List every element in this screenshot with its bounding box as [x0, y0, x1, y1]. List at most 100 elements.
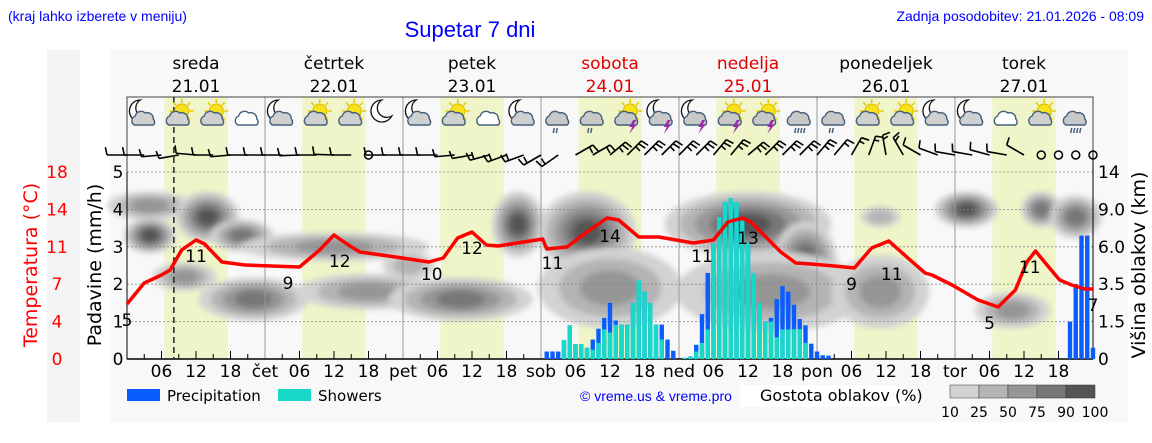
showers-bar: [734, 201, 739, 359]
barb-feather: [723, 142, 732, 148]
calm-circle: [1053, 150, 1064, 160]
cloud-density-blob: [141, 228, 159, 243]
showers-bar: [567, 325, 572, 359]
sun-ray: [172, 101, 177, 106]
right-axis-tick: 14: [1098, 163, 1120, 183]
barb-staff: [452, 154, 473, 160]
left-axis-label: Padavine (mm/h): [84, 184, 106, 347]
right-axis-tick: 6.0: [1098, 238, 1125, 258]
x-tick-hour: 06: [427, 362, 449, 382]
temperature-label: 14: [599, 227, 621, 247]
barb-staff: [210, 154, 231, 158]
barb-staff: [833, 139, 848, 156]
cloud-scale-title: Gostota oblakov (%): [760, 386, 923, 405]
barb-feather: [759, 144, 768, 151]
wind-barb: [1088, 150, 1098, 160]
cloud-scale-label: 50: [999, 405, 1017, 421]
barb-feather: [743, 138, 752, 145]
day-date: 27.01: [1000, 77, 1049, 97]
cloud-scale-swatch: [1007, 384, 1038, 399]
wind-barb: [535, 154, 559, 168]
cloud: [1028, 110, 1053, 126]
barb-feather: [658, 140, 666, 146]
sun-ray: [310, 101, 315, 106]
barb-feather: [813, 140, 822, 146]
barb-feather: [225, 147, 229, 156]
barb-feather: [174, 145, 177, 154]
barb-feather: [465, 152, 471, 161]
barb-staff: [279, 154, 300, 157]
barb-feather: [762, 141, 771, 148]
showers-bar: [768, 321, 774, 359]
barb-feather: [311, 146, 315, 155]
sun-cloud-icon: [1028, 99, 1057, 126]
precipitation-bar: [826, 355, 831, 359]
rain-drop: [1073, 127, 1076, 134]
showers-bar: [694, 351, 699, 359]
cloud-density-blob: [338, 282, 399, 301]
showers-bar: [636, 280, 641, 359]
sun-ray: [862, 101, 867, 106]
showers-bar: [659, 339, 664, 359]
sun-ray: [759, 101, 764, 106]
x-tick-hour: 18: [496, 362, 518, 382]
barb-feather: [415, 147, 419, 156]
showers-bar: [774, 337, 779, 359]
temperature-label: 11: [881, 265, 903, 285]
x-tick-hour: 12: [737, 362, 759, 382]
sun-ray: [448, 101, 453, 106]
showers-bar: [751, 272, 756, 359]
day-date: 26.01: [862, 77, 911, 97]
cloud: [303, 110, 328, 126]
wind-barb: [207, 148, 231, 158]
temperature-label: 9: [846, 275, 857, 295]
barb-feather: [686, 145, 693, 152]
barb-feather: [505, 153, 510, 161]
cloud-scale-label: 25: [970, 405, 988, 421]
cloud-density-blob: [731, 273, 811, 310]
barb-feather: [859, 140, 865, 145]
day-date: 25.01: [724, 77, 773, 97]
showers-legend-swatch: [278, 389, 311, 401]
barb-feather: [294, 147, 298, 156]
barb-feather: [588, 146, 594, 154]
temperature-label: 13: [737, 229, 759, 249]
showers-bar: [803, 342, 808, 359]
barb-feather: [737, 145, 744, 151]
wind-barb: [448, 150, 473, 160]
cloud-icon: [476, 110, 501, 126]
sun-ray: [876, 101, 881, 106]
sun-ray: [462, 101, 467, 106]
cloud-scale-swatch: [1065, 384, 1096, 399]
showers-bar: [791, 329, 797, 359]
lightning: [732, 120, 740, 134]
lightning: [663, 120, 671, 134]
showers-bar: [711, 243, 716, 359]
sun-thunder-icon: [614, 99, 643, 134]
wind-barb: [328, 147, 352, 156]
temperature-label: 10: [421, 265, 443, 285]
sun-cloud-icon: [441, 99, 470, 126]
temperature-label: 11: [185, 247, 207, 267]
barb-feather: [397, 147, 402, 156]
x-tick-hour: 12: [461, 362, 483, 382]
x-tick-day: ned: [663, 362, 695, 382]
temperature-label: 7: [1088, 296, 1099, 316]
showers-bar: [561, 340, 567, 359]
barb-feather: [523, 156, 528, 164]
wind-barb: [712, 138, 734, 156]
moon-thunder-icon: [646, 99, 673, 134]
sun-ray: [911, 101, 916, 106]
barb-staff: [935, 150, 956, 156]
sun-ray: [359, 101, 364, 106]
showers-bar: [573, 344, 578, 359]
barb-feather: [740, 142, 749, 148]
lightning: [629, 120, 637, 134]
barb-feather: [918, 140, 921, 149]
wind-barb: [918, 140, 939, 156]
precipitation-bar: [1085, 235, 1090, 359]
precipitation-bar: [550, 351, 555, 359]
temperature-label: 5: [122, 311, 133, 331]
barb-staff: [158, 154, 179, 160]
sun-ray: [724, 101, 729, 106]
